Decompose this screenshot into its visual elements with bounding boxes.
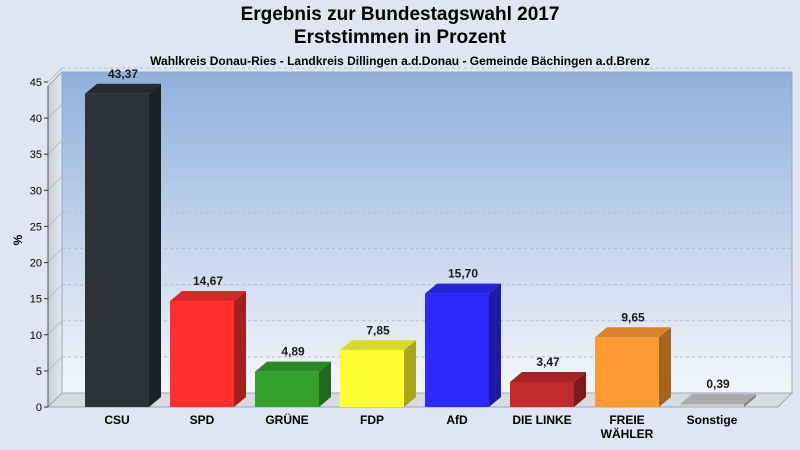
bar-front [85, 93, 149, 408]
bar-top [255, 361, 331, 372]
bar-front [340, 350, 404, 407]
data-label: 43,37 [108, 67, 138, 81]
bar-side [659, 327, 671, 407]
data-label: 4,89 [281, 345, 305, 359]
bar-top [510, 371, 586, 382]
gridline-side [47, 103, 63, 119]
bar-front [510, 381, 574, 407]
y-axis-label: % [11, 234, 25, 245]
plot-side-wall [47, 70, 63, 409]
y-tick-label: 5 [36, 366, 42, 378]
bar-grüne [255, 361, 331, 407]
gridline-side [47, 212, 63, 227]
data-label: 9,65 [621, 310, 645, 324]
gridline-side [47, 284, 63, 300]
bar-side [319, 361, 331, 407]
y-tick-label: 25 [30, 221, 42, 233]
x-tick-label: DIE LINKE [512, 413, 571, 427]
chart-title-line2: Erststimmen in Prozent [293, 27, 507, 48]
y-tick-label: 40 [30, 113, 42, 125]
y-tick-label: 45 [30, 77, 42, 89]
bar-afd [425, 283, 501, 407]
x-tick-label: FREIE WÄHLER [601, 413, 654, 441]
bar-side [489, 283, 501, 407]
bar-side [234, 291, 246, 407]
bar-top [170, 291, 246, 302]
data-label: 15,70 [448, 267, 478, 281]
chart-title: Ergebnis zur Bundestagswahl 2017 [240, 4, 560, 25]
bar-top [595, 327, 671, 338]
bar-spd [170, 291, 246, 407]
bar-side [744, 394, 756, 407]
bar-top [85, 83, 161, 94]
y-tick-label: 20 [30, 258, 42, 270]
bar-sonstige [680, 394, 756, 407]
gridline-side [47, 67, 63, 83]
x-tick-label: SPD [190, 413, 215, 427]
data-label: 14,67 [193, 274, 223, 288]
y-tick-label: 30 [30, 185, 42, 197]
gridline-side [47, 320, 63, 336]
data-label: 3,47 [536, 355, 560, 369]
bar-front [595, 337, 659, 407]
bar-side [149, 83, 161, 408]
bar-front [170, 301, 234, 407]
y-tick-label: 10 [30, 330, 42, 342]
x-tick-label: CSU [104, 413, 129, 427]
x-tick-label: FDP [360, 413, 384, 427]
bar-top [340, 340, 416, 351]
bar-csu [85, 83, 161, 408]
data-label: 7,85 [366, 323, 390, 337]
bar-freie-wähler [595, 327, 671, 407]
data-label: 0,39 [706, 377, 730, 391]
x-tick-label: AfD [446, 413, 468, 427]
gridline-side [47, 248, 63, 263]
gridline-side [47, 139, 63, 155]
x-tick-label: Sonstige [687, 413, 738, 427]
bar-front [680, 404, 744, 407]
bar-top [425, 283, 501, 294]
y-tick-label: 15 [30, 294, 42, 306]
bar-die-linke [510, 371, 586, 407]
y-tick-label: 35 [30, 149, 42, 161]
bar-top [680, 394, 756, 405]
chart-subtitle: Wahlkreis Donau-Ries - Landkreis Dilling… [150, 54, 650, 68]
y-tick-label: 0 [36, 402, 42, 414]
bar-side [574, 371, 586, 407]
bar-fdp [340, 340, 416, 407]
bar-front [255, 371, 319, 407]
gridline-side [47, 356, 63, 372]
bar-front [425, 293, 489, 407]
bar-side [404, 340, 416, 407]
x-tick-label: GRÜNE [265, 412, 308, 427]
gridline-side [47, 175, 63, 191]
